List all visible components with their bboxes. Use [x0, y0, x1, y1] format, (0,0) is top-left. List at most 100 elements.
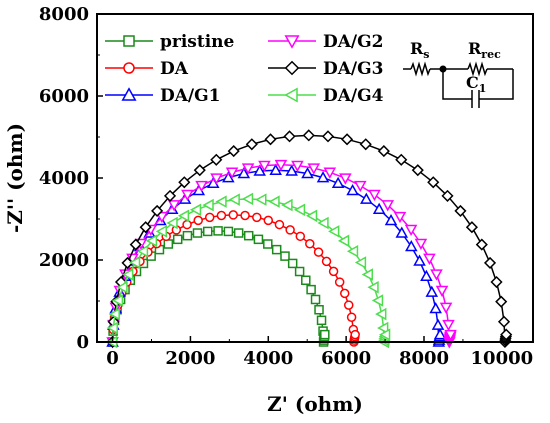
data-point [314, 304, 324, 315]
data-point [328, 266, 339, 277]
data-point [425, 285, 439, 297]
data-point [281, 198, 293, 212]
data-point [172, 234, 183, 245]
series-da-g4 [106, 192, 391, 349]
data-point [280, 251, 290, 261]
data-point [320, 329, 330, 340]
data-point [274, 219, 285, 230]
data-point [255, 193, 267, 206]
data-point [166, 216, 178, 230]
data-point [285, 225, 295, 235]
data-point [343, 300, 354, 310]
data-point [178, 176, 191, 189]
data-point [136, 244, 149, 258]
data-point [339, 173, 352, 185]
data-point [210, 153, 223, 166]
legend-label: DA/G1 [160, 86, 221, 106]
data-point [361, 268, 374, 281]
data-point [384, 213, 398, 226]
legend-swatch-marker [284, 60, 300, 76]
series-da-g2 [106, 159, 457, 349]
data-point [111, 294, 124, 307]
resistor-rs-symbol [410, 61, 431, 77]
data-point [227, 145, 240, 158]
data-point [263, 239, 273, 249]
data-point [271, 244, 282, 255]
legend-swatch-marker [123, 62, 135, 74]
data-point [291, 160, 304, 173]
data-point [233, 228, 244, 238]
data-point [305, 209, 318, 223]
data-point [195, 180, 208, 193]
data-point [323, 167, 337, 179]
data-point [302, 129, 315, 142]
legend-swatch-marker [284, 35, 300, 49]
data-point [337, 234, 350, 248]
data-point [377, 321, 389, 335]
data-point [139, 221, 152, 234]
data-point [429, 301, 442, 314]
data-point [395, 153, 408, 166]
legend-label: DA/G2 [323, 32, 384, 52]
data-point [368, 189, 381, 202]
data-point [321, 256, 332, 267]
data-point [202, 226, 213, 237]
data-point [204, 212, 215, 223]
data-point [122, 268, 134, 281]
legend-swatch-marker [121, 87, 137, 101]
data-point [225, 167, 239, 179]
data-point [228, 193, 240, 206]
label-c1: C1 [466, 73, 486, 95]
data-point [228, 210, 238, 220]
data-point [210, 173, 223, 185]
legend-label: pristine [160, 32, 235, 52]
data-point [435, 285, 449, 298]
data-point [483, 256, 497, 269]
data-point [475, 238, 488, 251]
data-point [377, 145, 390, 158]
data-point [500, 328, 513, 341]
data-point [465, 221, 478, 234]
data-point [121, 256, 134, 269]
legend-item: DA [105, 59, 189, 79]
data-point [442, 319, 455, 332]
data-point [301, 275, 311, 286]
data-point [346, 183, 359, 196]
data-point [128, 256, 141, 269]
data-point [243, 230, 254, 241]
x-tick-label: 0 [106, 348, 119, 369]
series-line [111, 198, 387, 343]
resistor-rrec-symbol [467, 61, 488, 77]
data-point [295, 231, 306, 242]
data-point [241, 192, 254, 206]
y-tick-label: 8000 [39, 4, 89, 25]
x-tick-label: 4000 [243, 348, 293, 369]
data-point [245, 138, 258, 151]
data-point [430, 269, 443, 281]
data-point [287, 258, 298, 269]
data-point [495, 295, 508, 308]
data-point [189, 203, 202, 217]
data-point [313, 247, 324, 257]
series-line [111, 169, 441, 343]
y-axis-title: -Z'' (ohm) [3, 123, 27, 233]
data-point [375, 307, 387, 321]
data-point [253, 234, 264, 245]
data-point [372, 202, 386, 214]
x-axis-title: Z' (ohm) [267, 392, 363, 416]
data-point [378, 328, 391, 341]
data-point [192, 228, 203, 238]
data-point [405, 240, 418, 252]
data-point [202, 198, 214, 212]
data-point [316, 171, 330, 183]
data-point [294, 266, 305, 277]
plot-marks [106, 129, 513, 349]
data-point [381, 200, 395, 212]
data-point [334, 277, 345, 287]
data-point [268, 195, 280, 208]
data-point [359, 138, 372, 151]
data-point [354, 256, 367, 269]
legend-label: DA/G3 [323, 59, 384, 79]
data-point [310, 294, 321, 305]
